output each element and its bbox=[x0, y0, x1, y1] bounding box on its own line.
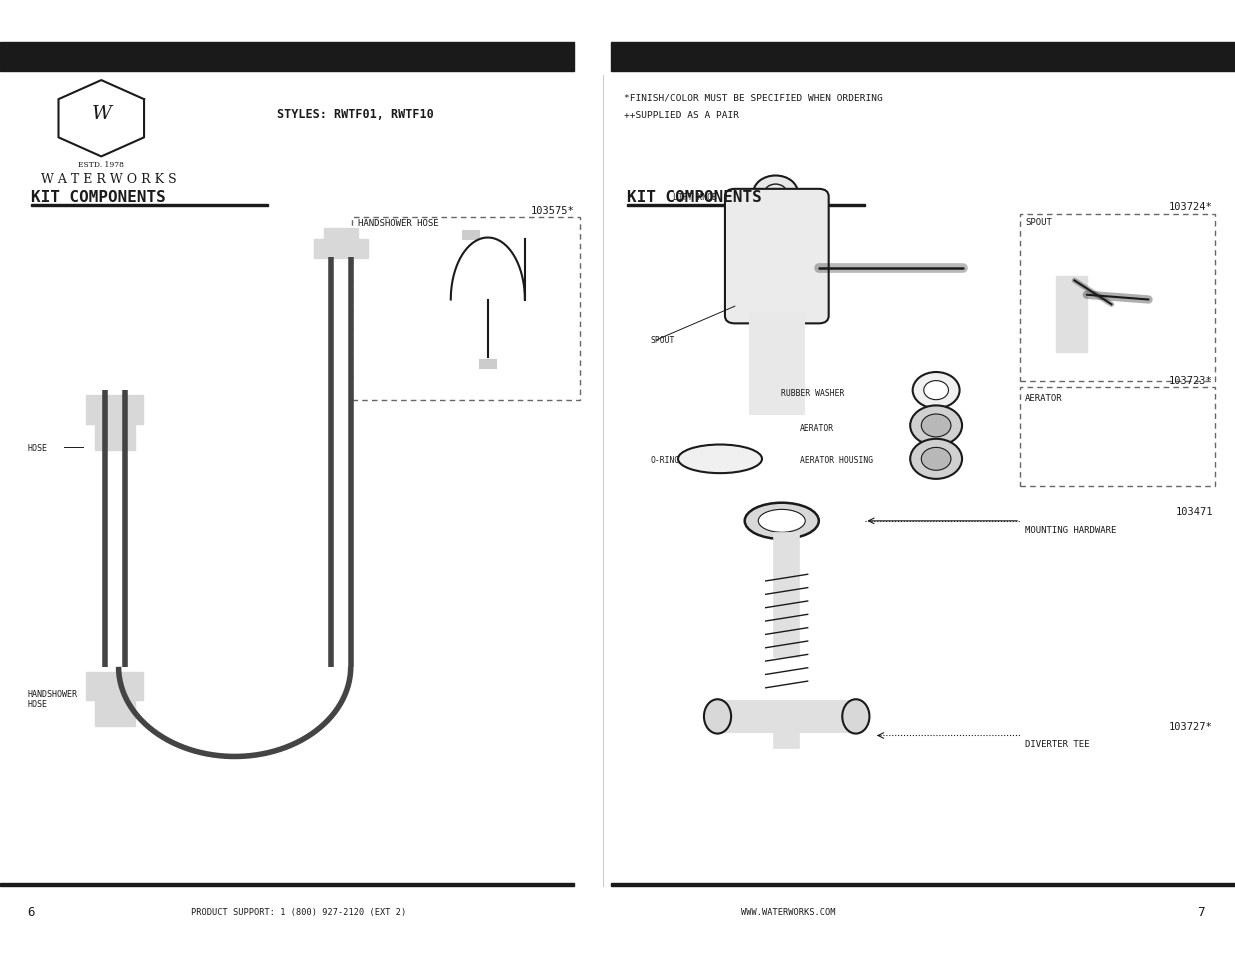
Text: O-RING: O-RING bbox=[651, 456, 680, 465]
Bar bbox=[324, 229, 358, 240]
Text: HANDSHOWER
HOSE: HANDSHOWER HOSE bbox=[27, 689, 77, 708]
Text: DIVERTER TEE: DIVERTER TEE bbox=[1025, 740, 1089, 748]
Text: ESTD. 1978: ESTD. 1978 bbox=[78, 161, 125, 169]
Bar bbox=[1056, 276, 1087, 353]
Text: *FINISH/COLOR MUST BE SPECIFIED WHEN ORDERING: *FINISH/COLOR MUST BE SPECIFIED WHEN ORD… bbox=[624, 93, 883, 103]
Bar bbox=[0, 43, 574, 71]
FancyBboxPatch shape bbox=[725, 190, 829, 324]
Text: RUBBER WASHER: RUBBER WASHER bbox=[781, 388, 844, 397]
Text: SPOUT: SPOUT bbox=[1025, 218, 1052, 227]
Text: 7: 7 bbox=[1197, 904, 1204, 918]
Text: ++SUPPLIED AS A PAIR: ++SUPPLIED AS A PAIR bbox=[624, 111, 739, 120]
Text: PRODUCT SUPPORT: 1 (800) 927-2120 (EXT 2): PRODUCT SUPPORT: 1 (800) 927-2120 (EXT 2… bbox=[191, 906, 406, 916]
Bar bbox=[774, 534, 799, 658]
Text: W: W bbox=[91, 105, 111, 122]
Text: SPOUT: SPOUT bbox=[651, 335, 676, 345]
Text: AERATOR: AERATOR bbox=[800, 423, 835, 433]
Bar bbox=[314, 240, 368, 259]
Circle shape bbox=[913, 373, 960, 409]
Bar bbox=[95, 698, 135, 715]
Text: KIT COMPONENTS: KIT COMPONENTS bbox=[627, 190, 762, 205]
Text: KIT COMPONENTS: KIT COMPONENTS bbox=[31, 190, 165, 205]
Circle shape bbox=[753, 176, 798, 211]
Bar bbox=[479, 359, 496, 369]
Ellipse shape bbox=[758, 510, 805, 533]
Text: STYLES: RWTF01, RWTF10: STYLES: RWTF01, RWTF10 bbox=[278, 108, 433, 121]
Text: 103723*: 103723* bbox=[1170, 376, 1213, 386]
Text: AERATOR HOUSING: AERATOR HOUSING bbox=[800, 456, 873, 465]
Bar bbox=[0, 883, 574, 886]
Bar bbox=[95, 713, 135, 726]
Text: 103575*: 103575* bbox=[531, 206, 574, 215]
Circle shape bbox=[924, 381, 948, 400]
Text: LIFT KNOB: LIFT KNOB bbox=[673, 193, 718, 202]
Bar bbox=[31, 205, 268, 207]
Text: 103471: 103471 bbox=[1176, 507, 1213, 517]
Ellipse shape bbox=[678, 445, 762, 474]
Text: HANDSHOWER HOSE: HANDSHOWER HOSE bbox=[358, 219, 438, 228]
Text: 103727*: 103727* bbox=[1170, 721, 1213, 731]
Bar bbox=[627, 205, 864, 207]
Bar bbox=[95, 421, 135, 438]
Circle shape bbox=[921, 415, 951, 437]
Text: MOUNTING HARDWARE: MOUNTING HARDWARE bbox=[1025, 525, 1116, 534]
Text: HOSE: HOSE bbox=[27, 443, 47, 453]
Ellipse shape bbox=[704, 700, 731, 734]
Bar bbox=[611, 883, 1235, 886]
Text: 6: 6 bbox=[27, 904, 35, 918]
Circle shape bbox=[910, 406, 962, 446]
Bar bbox=[95, 436, 135, 451]
Bar bbox=[462, 231, 479, 240]
Ellipse shape bbox=[842, 700, 869, 734]
Bar bbox=[86, 395, 143, 424]
Bar bbox=[714, 701, 860, 732]
Bar bbox=[774, 729, 799, 748]
Bar bbox=[86, 672, 143, 700]
Circle shape bbox=[910, 439, 962, 479]
Circle shape bbox=[921, 448, 951, 471]
Ellipse shape bbox=[745, 503, 819, 539]
Text: 103724*: 103724* bbox=[1170, 202, 1213, 212]
Bar bbox=[750, 314, 804, 415]
Text: WWW.WATERWORKS.COM: WWW.WATERWORKS.COM bbox=[741, 906, 836, 916]
Text: AERATOR: AERATOR bbox=[1025, 394, 1062, 402]
Text: W A T E R W O R K S: W A T E R W O R K S bbox=[41, 172, 177, 186]
Bar bbox=[611, 43, 1235, 71]
